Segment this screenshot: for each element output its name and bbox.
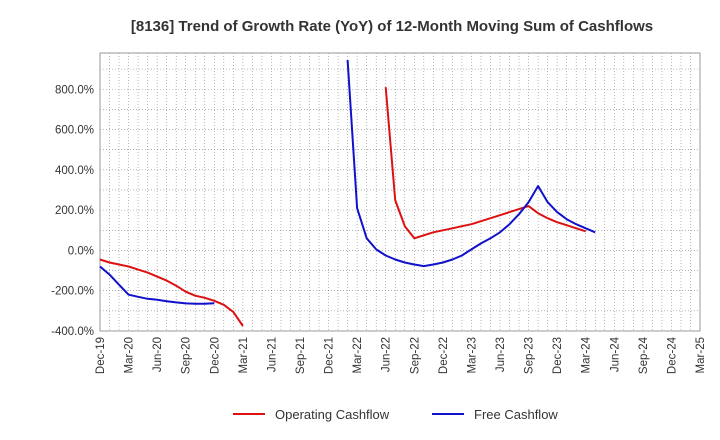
x-tick-label: Sep-23 xyxy=(524,337,536,374)
y-tick-label: 800.0% xyxy=(55,84,94,96)
x-tick-label: Jun-20 xyxy=(152,337,164,372)
x-tick-label: Sep-21 xyxy=(295,337,307,374)
x-tick-label: Sep-22 xyxy=(409,337,421,374)
y-tick-label: 200.0% xyxy=(55,205,94,217)
x-tick-label: Jun-22 xyxy=(381,337,393,372)
grid xyxy=(100,53,700,331)
series-line-free-cashflow xyxy=(346,60,596,268)
chart-title: [8136] Trend of Growth Rate (YoY) of 12-… xyxy=(131,18,653,35)
series-line-operating-cashflow xyxy=(384,87,587,240)
y-tick-label: 400.0% xyxy=(55,165,94,177)
x-tick-label: Dec-22 xyxy=(438,337,450,374)
legend: Operating Cashflow Free Cashflow xyxy=(233,407,558,422)
y-tick-label: 0.0% xyxy=(68,245,94,257)
x-axis: Dec-19 Mar-20 Jun-20 Sep-20 Dec-20 Mar-21 Jun-… xyxy=(95,336,707,374)
series-group xyxy=(99,60,596,327)
x-tick-label: Mar-21 xyxy=(238,337,250,373)
series-line-free-cashflow xyxy=(99,265,215,305)
x-tick-label: Sep-24 xyxy=(638,336,650,374)
x-tick-label: Jun-24 xyxy=(609,336,621,372)
series-line-operating-cashflow xyxy=(99,258,244,327)
y-axis: -400.0% -200.0% 0.0% 200.0% 400.0% 600.0% 800.… xyxy=(51,84,94,338)
x-tick-label: Mar-23 xyxy=(466,337,478,373)
y-tick-label: 600.0% xyxy=(55,125,94,137)
legend-item-operating-cashflow-label: Operating Cashflow xyxy=(275,407,390,422)
x-tick-label: Mar-22 xyxy=(352,337,364,373)
x-tick-label: Dec-20 xyxy=(209,337,221,374)
x-tick-label: Dec-21 xyxy=(324,337,336,374)
x-tick-label: Mar-24 xyxy=(581,336,593,373)
plot-area xyxy=(99,52,701,332)
x-tick-label: Mar-20 xyxy=(124,337,136,373)
x-tick-label: Dec-19 xyxy=(95,337,107,374)
y-tick-label: -400.0% xyxy=(51,326,94,338)
x-tick-label: Dec-24 xyxy=(666,336,678,374)
x-tick-label: Dec-23 xyxy=(552,337,564,374)
x-tick-label: Jun-23 xyxy=(495,337,507,372)
x-tick-label: Sep-20 xyxy=(181,337,193,374)
y-tick-label: -200.0% xyxy=(51,286,94,298)
x-tick-label: Mar-25 xyxy=(695,337,707,373)
legend-item-free-cashflow-label: Free Cashflow xyxy=(474,407,558,422)
x-tick-label: Jun-21 xyxy=(266,337,278,372)
